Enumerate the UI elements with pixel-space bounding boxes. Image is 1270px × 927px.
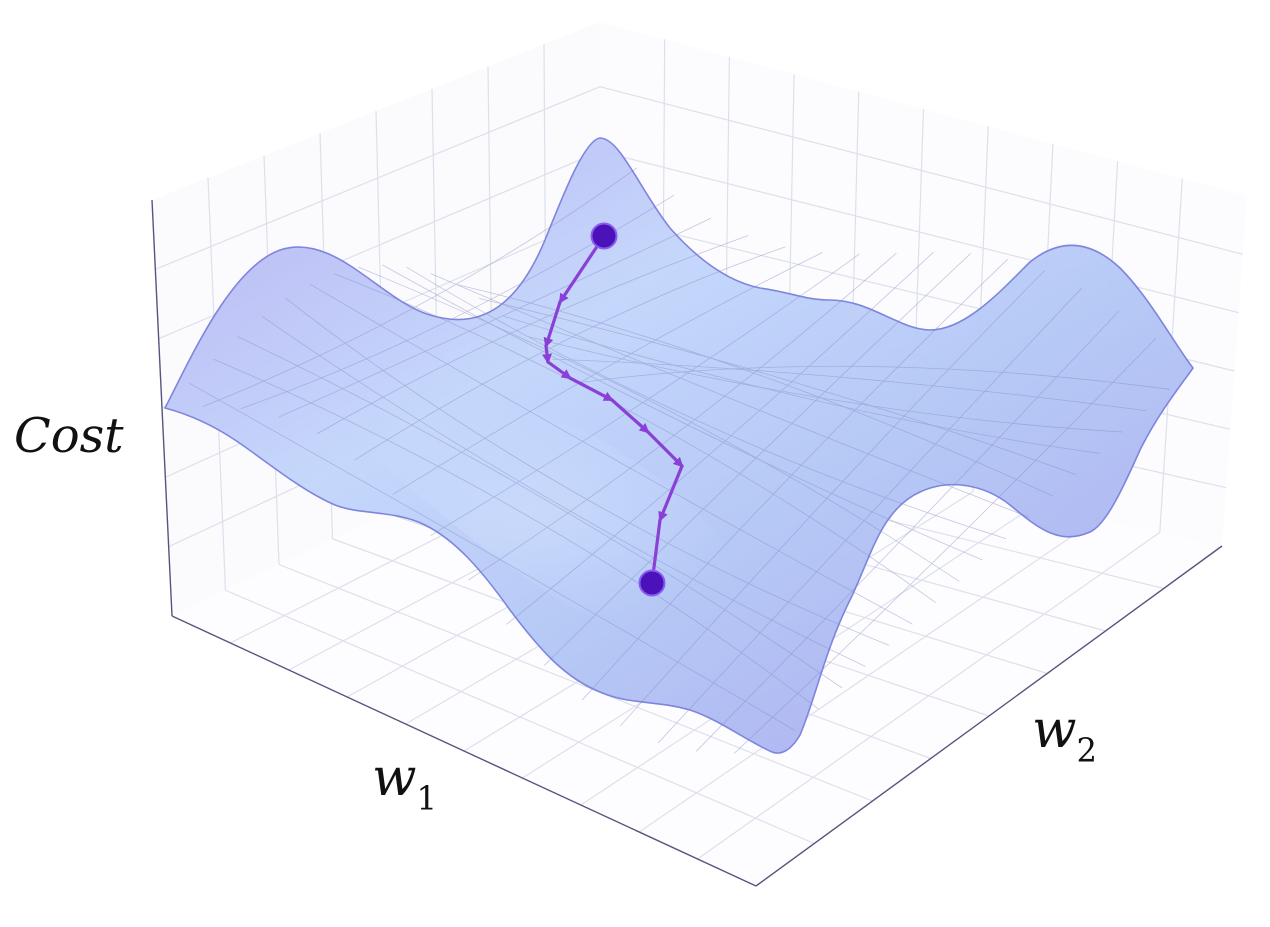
mesh-line bbox=[582, 258, 1008, 701]
mesh-line bbox=[575, 365, 1170, 390]
mesh-line bbox=[213, 358, 820, 710]
mesh-line bbox=[382, 264, 983, 561]
axis-edges bbox=[151, 199, 1223, 887]
minimum-point-marker bbox=[638, 569, 666, 597]
mesh-line bbox=[468, 252, 897, 581]
mesh-line bbox=[695, 310, 1120, 752]
mesh-line bbox=[237, 336, 843, 689]
mesh-line bbox=[406, 266, 1007, 540]
descent-step bbox=[610, 398, 650, 434]
mesh-line bbox=[657, 287, 1083, 744]
mesh-line bbox=[202, 167, 638, 407]
mesh-line bbox=[506, 251, 934, 625]
descent-step bbox=[658, 464, 684, 522]
w2-axis-label-base: w bbox=[1032, 700, 1077, 760]
w1-axis-label-base: w bbox=[372, 748, 417, 808]
descent-step bbox=[546, 360, 572, 380]
mesh-line bbox=[733, 338, 1157, 754]
mesh-line bbox=[316, 235, 749, 435]
mesh-line bbox=[261, 315, 866, 668]
mesh-line bbox=[430, 273, 1030, 518]
right-wall-gridline bbox=[599, 86, 1243, 255]
mesh-line bbox=[358, 266, 960, 582]
z-axis-line bbox=[151, 199, 173, 617]
mesh-line bbox=[354, 246, 786, 461]
floor-gridline bbox=[697, 531, 1161, 860]
mesh-line bbox=[430, 253, 860, 536]
mesh-line bbox=[285, 298, 890, 646]
mesh-line bbox=[503, 315, 1100, 454]
cost-axis-label: Cost bbox=[14, 408, 124, 464]
floor-gridline bbox=[638, 518, 1098, 833]
surface-valley-highlight bbox=[300, 372, 760, 630]
surface-fill bbox=[163, 137, 1194, 754]
mesh-line bbox=[188, 382, 796, 732]
mesh-line bbox=[309, 283, 913, 625]
w2-axis-line bbox=[755, 545, 1223, 887]
start-point-marker bbox=[590, 222, 618, 250]
w2-axis-label: w2 bbox=[1032, 700, 1097, 770]
descent-step bbox=[543, 300, 562, 348]
w1-axis-label: w1 bbox=[372, 748, 437, 818]
mesh-line bbox=[551, 358, 1147, 412]
mesh-line bbox=[619, 270, 1046, 727]
w2-axis-label-subscript: 2 bbox=[1076, 731, 1098, 770]
mesh-line bbox=[544, 253, 971, 666]
mesh-line bbox=[479, 298, 1077, 476]
w1-axis-line bbox=[171, 615, 757, 887]
w1-axis-label-subscript: 1 bbox=[416, 779, 438, 818]
mesh-line bbox=[278, 217, 712, 418]
mesh-line bbox=[527, 336, 1123, 433]
mesh-line bbox=[334, 273, 936, 603]
left-wall-gridline bbox=[155, 86, 601, 270]
descent-step bbox=[646, 430, 684, 468]
descent-step bbox=[568, 376, 614, 402]
mesh-line bbox=[392, 252, 823, 495]
descent-step bbox=[542, 344, 552, 364]
mesh-line bbox=[454, 283, 1053, 497]
